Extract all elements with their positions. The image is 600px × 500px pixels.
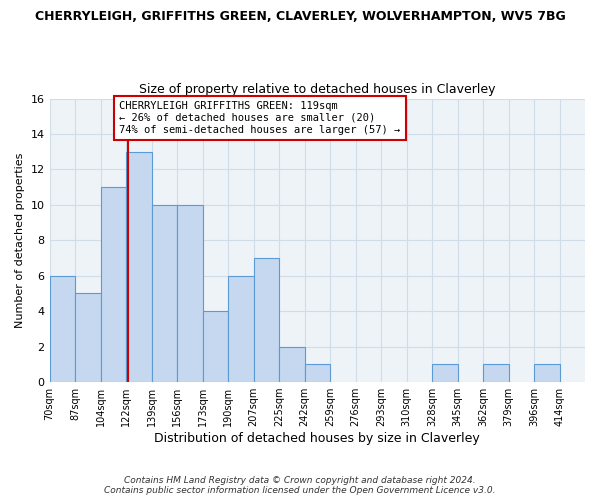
Bar xyxy=(177,205,203,382)
Bar xyxy=(305,364,330,382)
Text: CHERRYLEIGH, GRIFFITHS GREEN, CLAVERLEY, WOLVERHAMPTON, WV5 7BG: CHERRYLEIGH, GRIFFITHS GREEN, CLAVERLEY,… xyxy=(35,10,565,23)
Bar xyxy=(203,311,228,382)
Bar xyxy=(534,364,560,382)
Bar xyxy=(126,152,152,382)
Bar xyxy=(432,364,458,382)
Text: CHERRYLEIGH GRIFFITHS GREEN: 119sqm
← 26% of detached houses are smaller (20)
74: CHERRYLEIGH GRIFFITHS GREEN: 119sqm ← 26… xyxy=(119,102,400,134)
Bar xyxy=(50,276,75,382)
Y-axis label: Number of detached properties: Number of detached properties xyxy=(15,152,25,328)
Bar xyxy=(152,205,177,382)
Title: Size of property relative to detached houses in Claverley: Size of property relative to detached ho… xyxy=(139,83,496,96)
Bar xyxy=(228,276,254,382)
Bar xyxy=(279,346,305,382)
Bar xyxy=(483,364,509,382)
Text: Contains HM Land Registry data © Crown copyright and database right 2024.
Contai: Contains HM Land Registry data © Crown c… xyxy=(104,476,496,495)
Bar xyxy=(75,294,101,382)
X-axis label: Distribution of detached houses by size in Claverley: Distribution of detached houses by size … xyxy=(154,432,480,445)
Bar xyxy=(254,258,279,382)
Bar xyxy=(101,187,126,382)
